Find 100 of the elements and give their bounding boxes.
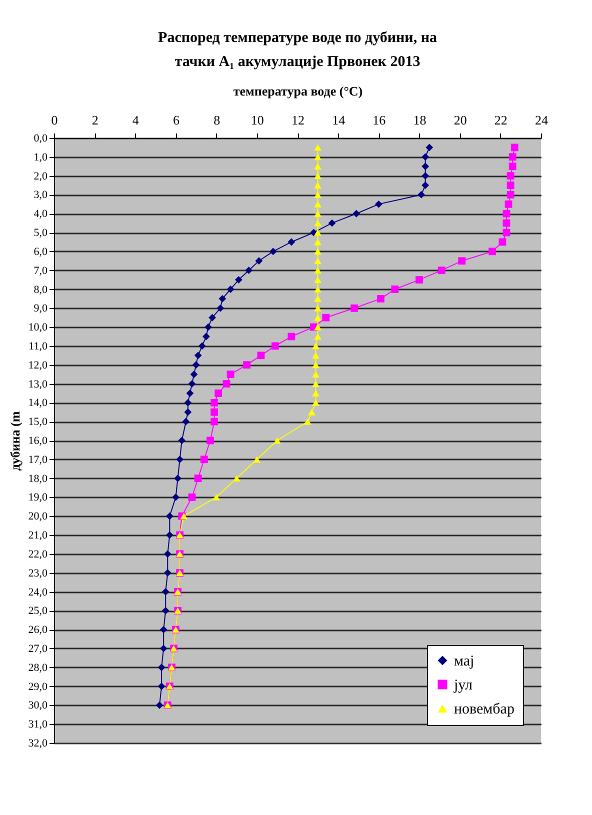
point bbox=[314, 172, 322, 180]
point bbox=[210, 408, 218, 416]
point bbox=[210, 418, 218, 426]
point bbox=[314, 238, 322, 246]
legend-label: јул bbox=[453, 678, 474, 694]
y-tick-label: 31,0 bbox=[28, 718, 48, 731]
y-tick-label: 7,0 bbox=[34, 264, 48, 277]
point bbox=[166, 512, 174, 520]
point bbox=[314, 163, 322, 170]
point bbox=[314, 295, 322, 302]
point bbox=[314, 333, 322, 340]
point bbox=[314, 286, 322, 292]
y-tick-label: 26,0 bbox=[28, 624, 48, 636]
point bbox=[174, 474, 182, 482]
point bbox=[308, 408, 316, 416]
x-tick-label: 22 bbox=[494, 112, 508, 128]
point bbox=[222, 380, 230, 388]
point bbox=[458, 257, 466, 265]
x-tick-label: 14 bbox=[332, 112, 346, 128]
point bbox=[192, 361, 200, 369]
point bbox=[288, 332, 296, 340]
point bbox=[422, 153, 430, 161]
point bbox=[182, 418, 190, 426]
point bbox=[426, 144, 434, 152]
point bbox=[322, 314, 330, 322]
point bbox=[510, 144, 518, 152]
point bbox=[314, 200, 322, 208]
point bbox=[184, 408, 192, 416]
x-tick-label: 8 bbox=[214, 112, 220, 128]
point bbox=[374, 200, 382, 208]
point bbox=[188, 494, 196, 501]
point bbox=[160, 644, 168, 652]
point bbox=[422, 172, 430, 180]
point bbox=[328, 219, 336, 227]
x-tick-label: 0 bbox=[51, 112, 58, 128]
point bbox=[350, 304, 358, 312]
y-tick-label: 8,0 bbox=[34, 284, 48, 296]
point bbox=[502, 210, 510, 218]
point bbox=[314, 229, 322, 236]
x-tick-label: 4 bbox=[132, 112, 140, 128]
point bbox=[418, 191, 425, 198]
point bbox=[184, 398, 192, 406]
point bbox=[162, 588, 170, 596]
y-tick-label: 19,0 bbox=[28, 492, 48, 504]
y-tick-label: 14,0 bbox=[28, 397, 48, 410]
y-tick-label: 23,0 bbox=[28, 567, 48, 580]
y-tick-label: 3,0 bbox=[34, 189, 48, 202]
point bbox=[314, 267, 322, 274]
y-tick-label: 12,0 bbox=[28, 359, 48, 372]
point bbox=[312, 371, 320, 378]
point bbox=[202, 332, 210, 340]
point bbox=[488, 248, 496, 256]
x-tick-label: 10 bbox=[250, 112, 264, 128]
point bbox=[162, 606, 170, 614]
x-tick-label: 12 bbox=[292, 112, 304, 128]
point bbox=[506, 191, 514, 198]
y-tick-label: 18,0 bbox=[28, 472, 48, 485]
point bbox=[214, 390, 222, 397]
point bbox=[156, 701, 164, 709]
point bbox=[186, 390, 194, 397]
point bbox=[204, 323, 212, 331]
point bbox=[178, 436, 186, 444]
point bbox=[314, 182, 322, 188]
y-tick-label: 27,0 bbox=[28, 642, 48, 655]
x-axis-title: температура воде (°C) bbox=[233, 84, 363, 98]
point bbox=[158, 664, 166, 672]
point bbox=[314, 248, 322, 255]
x-tick-label: 16 bbox=[372, 112, 386, 128]
x-tick-label: 24 bbox=[535, 112, 548, 128]
point bbox=[506, 182, 514, 189]
y-tick-label: 21,0 bbox=[28, 530, 48, 542]
point bbox=[312, 380, 320, 387]
x-tick-label: 6 bbox=[173, 112, 180, 128]
point bbox=[312, 362, 320, 368]
point bbox=[422, 182, 430, 189]
point bbox=[506, 172, 514, 180]
y-tick-label: 9,0 bbox=[34, 302, 48, 315]
point bbox=[188, 380, 196, 388]
y-tick-label: 6,0 bbox=[34, 246, 48, 258]
y-tick-label: 0,0 bbox=[34, 132, 48, 144]
point bbox=[504, 200, 512, 208]
point bbox=[243, 361, 250, 369]
point bbox=[172, 494, 180, 501]
point bbox=[210, 398, 218, 406]
point bbox=[164, 569, 172, 577]
y-tick-label: 28,0 bbox=[28, 662, 48, 674]
point bbox=[226, 370, 234, 378]
point bbox=[304, 418, 312, 425]
point bbox=[206, 436, 214, 444]
point bbox=[508, 162, 516, 170]
point bbox=[166, 531, 174, 539]
point bbox=[176, 456, 184, 464]
legend-label: новембар bbox=[454, 702, 514, 718]
point bbox=[257, 352, 265, 360]
point bbox=[422, 162, 430, 170]
point bbox=[269, 248, 277, 256]
y-tick-label: 17,0 bbox=[28, 454, 48, 466]
x-tick-label: 20 bbox=[454, 112, 467, 128]
x-tick-label: 2 bbox=[92, 112, 98, 128]
y-tick-label: 24,0 bbox=[28, 586, 48, 598]
